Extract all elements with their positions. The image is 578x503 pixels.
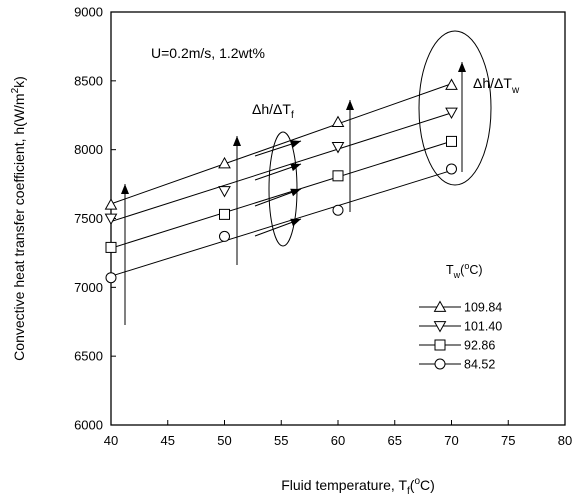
x-tick-label: 75: [501, 433, 515, 448]
data-point-circle: [105, 272, 117, 284]
y-axis-title: Convective heat transfer coefficient, h(…: [10, 76, 27, 361]
arrow: [233, 136, 241, 265]
data-point-triangle-up: [445, 78, 458, 90]
data-point-square: [446, 135, 457, 147]
dh-dtw-label: Δh/ΔTw: [473, 75, 520, 96]
ellipse-tw: [418, 30, 492, 186]
data-point-circle: [219, 230, 230, 242]
arrow: [254, 218, 302, 237]
ellipse-tf: [268, 131, 298, 247]
data-point-square: [332, 170, 344, 182]
legend-label: 84.52: [464, 358, 495, 372]
data-point-triangle-down: [104, 213, 118, 226]
arrow: [254, 188, 302, 207]
y-tick-label: 7500: [74, 211, 103, 226]
x-tick-label: 80: [558, 433, 572, 448]
data-point-circle: [332, 204, 344, 216]
y-tick-label: 7000: [74, 280, 103, 295]
series-line: [110, 112, 452, 223]
data-point-square: [434, 339, 446, 351]
x-tick-label: 45: [161, 433, 175, 448]
data-point-triangle-up: [104, 198, 118, 210]
series-line: [110, 140, 452, 249]
plot-area: [110, 11, 566, 426]
arrow: [458, 62, 466, 172]
data-point-square: [219, 208, 230, 220]
arrow: [254, 140, 302, 157]
y-tick-label: 9000: [74, 5, 103, 20]
y-tick-label: 6000: [74, 418, 103, 433]
data-point-circle: [446, 163, 457, 175]
y-tick-label: 8000: [74, 142, 103, 157]
y-tick-label: 8500: [74, 73, 103, 88]
data-point-triangle-up: [433, 300, 447, 312]
legend-entry: 92.86: [419, 339, 495, 353]
legend-entry: 84.52: [419, 358, 495, 372]
data-point-triangle-down: [331, 142, 345, 154]
data-point-triangle-up: [218, 156, 231, 169]
legend-label: 109.84: [464, 301, 502, 315]
legend-entry: 101.40: [419, 320, 502, 334]
legend-title: Tw(oC): [446, 261, 483, 280]
x-tick-label: 70: [444, 433, 458, 448]
series-line: [110, 83, 452, 205]
x-axis-title: Fluid temperature, Tf(oC): [281, 476, 435, 497]
x-tick-label: 65: [388, 433, 402, 448]
data-point-circle: [434, 358, 446, 370]
data-point-triangle-down: [445, 107, 458, 120]
legend-label: 101.40: [464, 320, 502, 334]
x-tick-label: 50: [217, 433, 231, 448]
data-point-triangle-up: [331, 115, 345, 128]
series-line: [110, 169, 452, 277]
arrow: [121, 184, 129, 325]
condition-label: U=0.2m/s, 1.2wt%: [151, 45, 265, 61]
legend-label: 92.86: [464, 339, 495, 353]
x-tick-label: 55: [274, 433, 288, 448]
x-tick-label: 60: [331, 433, 345, 448]
data-point-triangle-down: [218, 186, 231, 198]
legend-entry: 109.84: [419, 300, 502, 315]
data-point-square: [105, 241, 117, 253]
arrow: [254, 163, 302, 181]
y-tick-label: 6500: [74, 349, 103, 364]
dh-dtf-label: Δh/ΔTf: [252, 101, 294, 121]
data-point-triangle-down: [433, 321, 447, 333]
x-tick-label: 40: [104, 433, 118, 448]
arrow: [346, 100, 354, 212]
